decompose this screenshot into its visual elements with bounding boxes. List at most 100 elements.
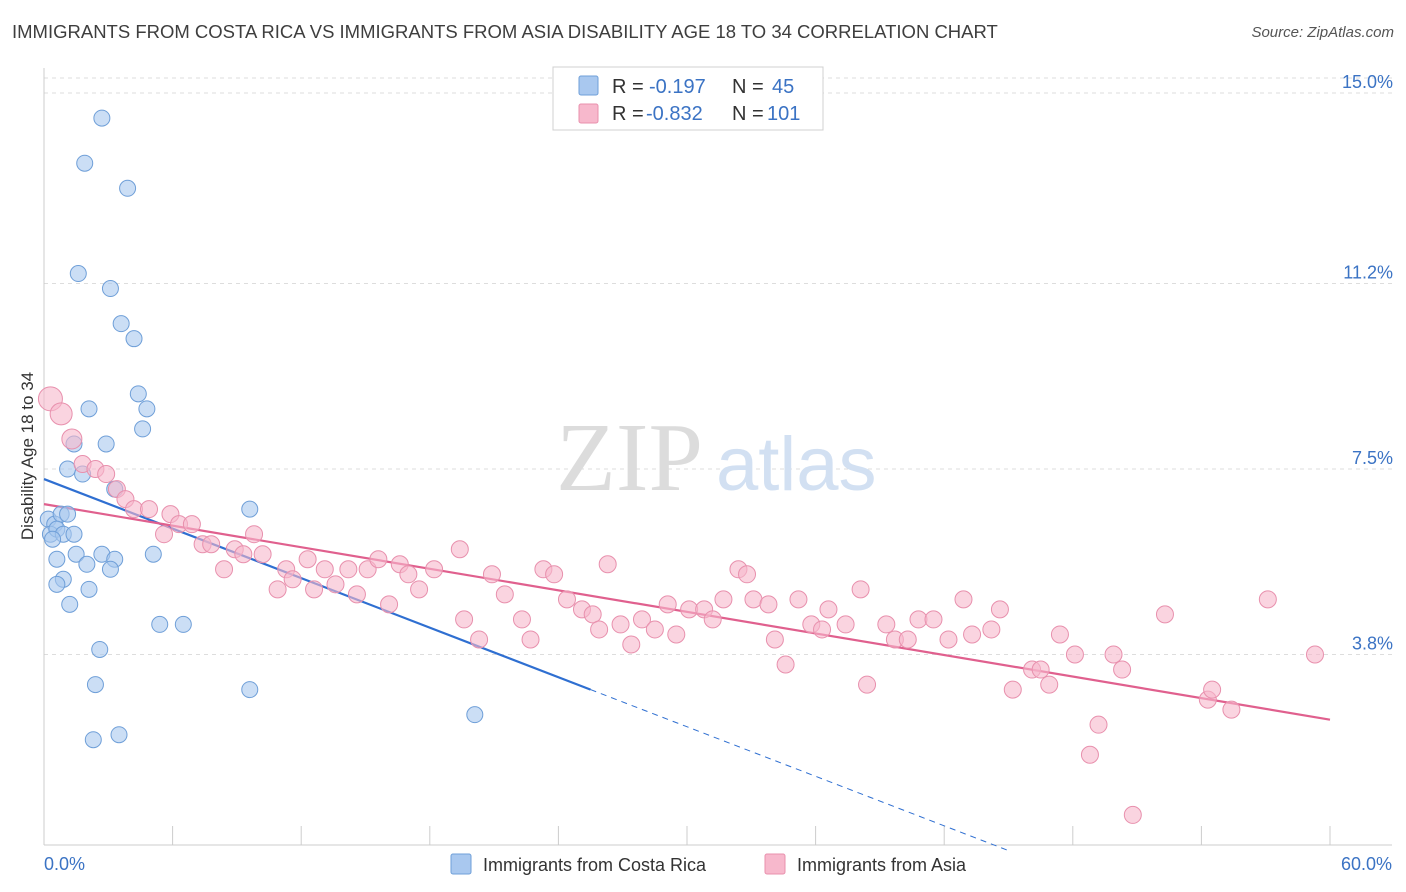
trend-layer — [43, 478, 1331, 852]
point-asia — [963, 625, 982, 644]
point-costa-rica — [61, 595, 79, 613]
point-asia — [813, 620, 832, 639]
bottom-legend-label-asia: Immigrants from Asia — [797, 855, 967, 875]
point-costa-rica — [134, 420, 152, 438]
point-costa-rica — [241, 681, 259, 699]
point-asia — [215, 560, 234, 579]
y-tick-label: 11.2% — [1343, 263, 1393, 283]
point-asia — [738, 565, 757, 584]
point-asia — [1040, 675, 1059, 694]
point-costa-rica — [151, 615, 169, 633]
grid-layer — [44, 77, 1392, 656]
point-asia — [455, 610, 474, 629]
point-asia — [1089, 715, 1108, 734]
point-asia — [450, 540, 469, 559]
point-asia — [622, 635, 641, 654]
point-asia — [1123, 805, 1142, 824]
point-asia — [898, 630, 917, 649]
legend-r-label-1: R = — [612, 76, 644, 98]
trendline-costa-rica-extension — [590, 689, 1009, 852]
point-asia — [234, 545, 253, 564]
point-asia — [140, 500, 159, 519]
point-asia — [315, 560, 334, 579]
point-asia — [380, 595, 399, 614]
point-asia — [268, 580, 287, 599]
point-asia — [495, 585, 514, 604]
legend-n-value-1: 45 — [772, 76, 794, 98]
legend-r-value-1: -0.197 — [649, 76, 706, 98]
point-asia — [182, 515, 201, 534]
point-asia — [482, 565, 501, 584]
point-asia — [1080, 745, 1099, 764]
point-costa-rica — [112, 315, 130, 333]
point-costa-rica — [174, 615, 192, 633]
point-costa-rica — [69, 265, 87, 283]
legend-n-value-2: 101 — [767, 103, 800, 125]
point-asia — [658, 595, 677, 614]
point-asia — [97, 465, 116, 484]
chart-title: IMMIGRANTS FROM COSTA RICA VS IMMIGRANTS… — [12, 21, 998, 42]
legend-r-label-2: R = — [612, 103, 644, 125]
point-asia — [1104, 645, 1123, 664]
point-costa-rica — [91, 640, 109, 658]
point-costa-rica — [241, 500, 259, 518]
point-asia — [1203, 680, 1222, 699]
point-costa-rica — [59, 460, 77, 478]
point-asia — [714, 590, 733, 609]
tick-labels: 3.8% 7.5% 11.2% 15.0% 0.0% 60.0% — [44, 72, 1393, 874]
y-tick-label: 3.8% — [1352, 634, 1393, 654]
axis-layer — [43, 68, 1392, 846]
point-asia — [155, 525, 174, 544]
point-costa-rica — [80, 580, 98, 598]
point-costa-rica — [80, 400, 98, 418]
legend-swatch-costa-rica — [578, 75, 599, 96]
point-asia — [611, 615, 630, 634]
point-costa-rica — [59, 505, 77, 523]
point-asia — [545, 565, 564, 584]
legend-n-label-2: N = — [732, 103, 764, 125]
bottom-legend-swatch-costa-rica — [450, 853, 472, 875]
point-costa-rica — [86, 676, 104, 694]
point-asia — [1258, 590, 1277, 609]
point-costa-rica — [101, 560, 119, 578]
y-tick-label: 15.0% — [1342, 72, 1393, 92]
point-asia — [990, 600, 1009, 619]
point-asia — [399, 565, 418, 584]
legend-n-label-1: N = — [732, 76, 764, 98]
point-costa-rica — [76, 154, 94, 172]
point-costa-rica — [466, 706, 484, 724]
point-asia — [836, 615, 855, 634]
point-asia — [598, 555, 617, 574]
y-tick-label: 7.5% — [1352, 448, 1393, 468]
point-asia — [245, 525, 264, 544]
point-asia — [1065, 645, 1084, 664]
y-axis-title: Disability Age 18 to 34 — [18, 372, 37, 540]
point-costa-rica — [65, 525, 83, 543]
point-asia — [61, 428, 83, 450]
bottom-legend-swatch-asia — [764, 853, 786, 875]
point-asia — [425, 560, 444, 579]
point-asia — [557, 590, 576, 609]
point-costa-rica — [48, 575, 66, 593]
point-costa-rica — [129, 385, 147, 403]
series-legend: Immigrants from Costa Rica Immigrants fr… — [450, 853, 967, 875]
point-asia — [765, 630, 784, 649]
point-costa-rica — [125, 330, 143, 348]
point-asia — [939, 630, 958, 649]
point-asia — [909, 610, 928, 629]
point-asia — [1222, 700, 1241, 719]
point-asia — [583, 605, 602, 624]
point-asia — [339, 560, 358, 579]
point-asia — [521, 630, 540, 649]
point-asia — [125, 500, 144, 519]
point-asia — [982, 620, 1001, 639]
point-asia — [789, 590, 808, 609]
point-asia — [1050, 625, 1069, 644]
point-asia — [410, 580, 429, 599]
point-asia — [49, 402, 73, 426]
x-tick-label: 60.0% — [1341, 854, 1392, 874]
point-costa-rica — [101, 280, 119, 298]
point-asia — [819, 600, 838, 619]
watermark: ZIP atlas — [556, 404, 877, 512]
